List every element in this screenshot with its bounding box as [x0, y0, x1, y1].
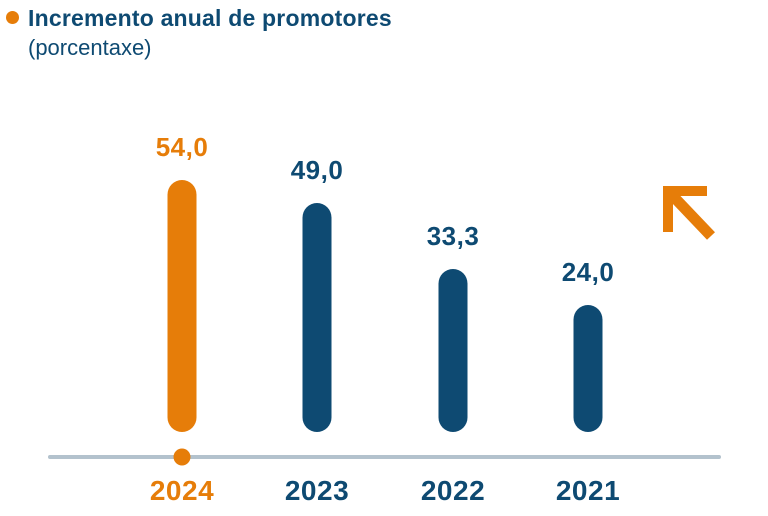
x-tick-label-2024: 2024 [149, 475, 215, 506]
legend-bullet-icon [6, 11, 19, 24]
x-tick-label-2022: 2022 [420, 475, 486, 506]
bar-value-label-2024: 54,0 [155, 132, 209, 162]
trend-up-left-arrow-icon [663, 186, 715, 240]
highlight-year-marker-dot [173, 448, 191, 466]
bar-2024 [167, 180, 197, 432]
x-tick-label-2021: 2021 [555, 475, 621, 506]
bar-value-label-2023: 49,0 [290, 155, 344, 185]
x-axis-line [48, 455, 721, 459]
bar-2023 [302, 203, 332, 432]
bar-2022 [438, 269, 468, 432]
x-tick-label-2023: 2023 [284, 475, 350, 506]
bar-2021 [573, 305, 603, 432]
chart-subtitle: (porcentaxe) [28, 35, 152, 60]
bar-value-label-2022: 33,3 [426, 221, 480, 251]
chart-title: Incremento anual de promotores [28, 5, 392, 31]
bar-value-label-2021: 24,0 [561, 257, 615, 287]
